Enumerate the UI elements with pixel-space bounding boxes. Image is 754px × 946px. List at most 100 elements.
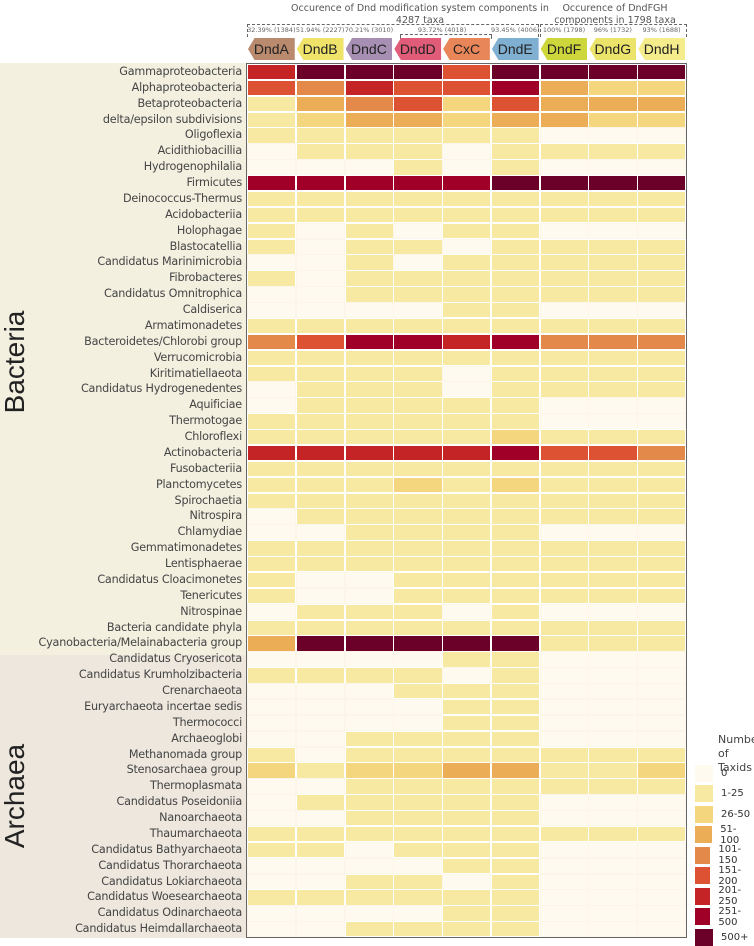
heatmap-cell <box>344 190 394 208</box>
heatmap-cell <box>539 905 589 922</box>
row-label: Nanoarchaeota <box>159 811 242 825</box>
heatmap-cell <box>393 651 443 668</box>
heatmap-cell <box>588 429 638 446</box>
dndd-cxc-bracket <box>400 34 492 39</box>
heatmap-cell <box>588 587 638 605</box>
heatmap-cell <box>295 333 346 351</box>
heatmap-cell <box>637 381 687 398</box>
heatmap-cell <box>637 508 687 525</box>
heatmap-cell <box>637 778 687 795</box>
heatmap-cell <box>247 619 297 636</box>
heatmap-cell <box>393 302 443 319</box>
heatmap-cell <box>247 143 297 160</box>
heatmap-cell <box>490 302 541 319</box>
heatmap-cell <box>539 381 589 398</box>
heatmap-cell <box>344 778 394 795</box>
row-label: Candidatus Woesearchaeota <box>87 890 242 904</box>
heatmap-cell <box>490 889 541 906</box>
heatmap-cell <box>490 730 541 747</box>
heatmap-cell <box>344 714 394 732</box>
heatmap-cell <box>588 286 638 303</box>
heatmap-cell <box>295 778 346 795</box>
heatmap-cell <box>393 111 443 128</box>
heatmap-cell <box>393 492 443 509</box>
row-label: Alphaproteobacteria <box>131 80 243 94</box>
heatmap-cell <box>344 571 394 589</box>
row-label: Candidatus Odinarchaeota <box>97 906 243 920</box>
heatmap-cell <box>344 111 394 128</box>
heatmap-cell <box>637 159 687 176</box>
heatmap-cell <box>295 540 346 557</box>
heatmap-cell <box>393 905 443 922</box>
heatmap-cell <box>295 79 346 97</box>
heatmap-cell <box>247 460 297 478</box>
heatmap-cell <box>539 873 589 890</box>
heatmap-cell <box>588 397 638 414</box>
heatmap-cell <box>295 190 346 208</box>
heatmap-cell <box>344 619 394 636</box>
heatmap-cell <box>637 206 687 224</box>
heatmap-cell <box>344 238 394 255</box>
heatmap-cell <box>588 317 638 335</box>
domain-label-archaea: Archaea <box>0 743 30 849</box>
heatmap-cell <box>344 460 394 478</box>
row-label: Firmicutes <box>186 176 243 190</box>
heatmap-cell <box>247 95 297 113</box>
heatmap-cell <box>393 635 443 652</box>
heatmap-cell <box>344 635 394 652</box>
heatmap-cell <box>442 333 492 351</box>
heatmap-cell <box>247 587 297 605</box>
heatmap-cell <box>442 381 492 398</box>
heatmap-cell <box>490 429 541 446</box>
heatmap-cell <box>442 556 492 573</box>
heatmap-cell <box>490 714 541 732</box>
heatmap-cell <box>393 587 443 605</box>
row-label: Methanomada group <box>128 747 242 761</box>
row-label: Nitrospira <box>189 509 242 523</box>
heatmap-cell <box>295 302 346 319</box>
heatmap-cell <box>295 857 346 874</box>
heatmap-cell <box>637 397 687 414</box>
row-label: Candidatus Cloacimonetes <box>97 572 242 586</box>
heatmap-cell <box>588 524 638 541</box>
heatmap-cell <box>295 270 346 287</box>
legend-label: 151-200 <box>718 864 742 887</box>
row-label: Candidatus Marinimicrobia <box>97 255 242 269</box>
heatmap-cell <box>295 317 346 335</box>
heatmap-cell <box>344 556 394 573</box>
heatmap-cell <box>637 603 687 621</box>
heatmap-cell <box>344 254 394 271</box>
heatmap-cell <box>442 365 492 382</box>
heatmap-cell <box>588 143 638 160</box>
heatmap-cell <box>588 159 638 176</box>
heatmap-cell <box>490 619 541 636</box>
heatmap-cell <box>539 492 589 509</box>
bacteria-panel: Bacteria <box>0 63 246 655</box>
heatmap-cell <box>588 873 638 890</box>
legend-label: 201-250 <box>718 885 742 907</box>
heatmap-cell <box>637 524 687 541</box>
row-label: Blastocatellia <box>169 239 243 253</box>
heatmap-cell <box>295 810 346 827</box>
heatmap-cell <box>442 698 492 716</box>
heatmap-cell <box>295 921 346 938</box>
gene-arrow-cxc: CxC <box>443 38 490 60</box>
heatmap-cell <box>588 810 638 827</box>
row-label: Oligoflexia <box>184 128 242 142</box>
heatmap-cell <box>588 190 638 208</box>
heatmap-cell <box>247 714 297 732</box>
heatmap-cell <box>490 175 541 192</box>
row-label: Candidatus Krumholzibacteria <box>78 668 242 682</box>
heatmap-cell <box>490 365 541 382</box>
heatmap-cell <box>490 286 541 303</box>
heatmap-cell <box>295 841 346 859</box>
heatmap-cell <box>539 556 589 573</box>
heatmap-cell <box>539 603 589 621</box>
heatmap-cell <box>588 841 638 859</box>
heatmap-cell <box>442 476 492 494</box>
heatmap-cell <box>637 143 687 160</box>
heatmap-cell <box>588 730 638 747</box>
heatmap-cell <box>637 841 687 859</box>
row-label: Thermococci <box>172 715 242 729</box>
heatmap-cell <box>442 79 492 97</box>
